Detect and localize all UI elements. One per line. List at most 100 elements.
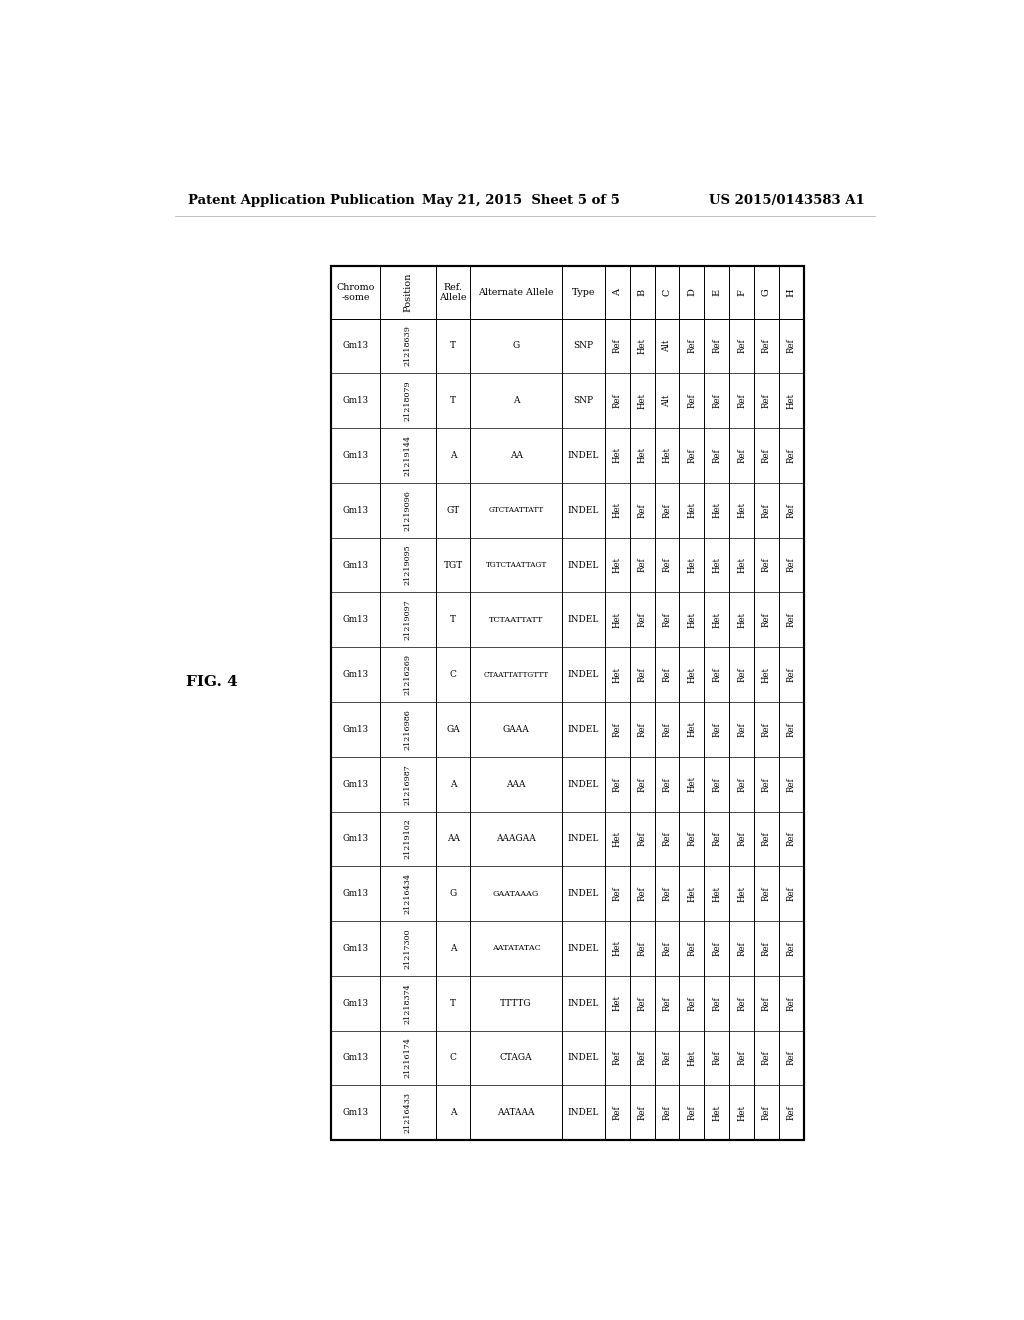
Text: INDEL: INDEL (567, 671, 599, 678)
Text: GTCTAATTATT: GTCTAATTATT (488, 507, 544, 515)
Text: Het: Het (737, 1105, 746, 1121)
Text: Ref: Ref (713, 776, 721, 792)
Text: Ref: Ref (713, 995, 721, 1011)
Text: Het: Het (612, 995, 622, 1011)
Text: C: C (450, 671, 457, 678)
Text: C: C (663, 289, 672, 296)
Text: Het: Het (663, 447, 672, 463)
Text: Ref: Ref (663, 832, 672, 846)
Text: Ref: Ref (786, 722, 796, 737)
Text: Ref: Ref (663, 941, 672, 956)
Text: INDEL: INDEL (567, 615, 599, 624)
Text: Gm13: Gm13 (342, 834, 369, 843)
Text: Gm13: Gm13 (342, 999, 369, 1007)
Text: Ref: Ref (713, 832, 721, 846)
Text: Ref: Ref (713, 447, 721, 463)
Text: Ref: Ref (762, 941, 771, 956)
Text: Ref: Ref (612, 722, 622, 737)
Text: 21216433: 21216433 (403, 1092, 412, 1134)
Text: Patent Application Publication: Patent Application Publication (188, 194, 415, 207)
Text: Ref: Ref (762, 995, 771, 1011)
Text: Ref: Ref (687, 832, 696, 846)
Text: Het: Het (687, 721, 696, 738)
Text: Het: Het (737, 886, 746, 902)
Text: Ref: Ref (737, 832, 746, 846)
Text: Ref: Ref (638, 832, 646, 846)
Text: Ref: Ref (663, 557, 672, 573)
Text: Ref: Ref (687, 995, 696, 1011)
Text: Gm13: Gm13 (342, 396, 369, 405)
Text: Ref: Ref (762, 1051, 771, 1065)
Text: Gm13: Gm13 (342, 671, 369, 678)
Text: Ref: Ref (638, 503, 646, 517)
Text: Ref: Ref (638, 612, 646, 627)
Text: Ref: Ref (663, 886, 672, 902)
Text: Het: Het (713, 886, 721, 902)
Text: Ref: Ref (687, 393, 696, 408)
Text: Ref: Ref (638, 1105, 646, 1121)
Text: CTAGA: CTAGA (500, 1053, 532, 1063)
Text: Ref: Ref (612, 776, 622, 792)
Text: Gm13: Gm13 (342, 451, 369, 459)
Text: Ref: Ref (713, 667, 721, 682)
Text: AATAAA: AATAAA (498, 1109, 535, 1117)
Text: CTAATTATTGTTT: CTAATTATTGTTT (483, 671, 549, 678)
Text: AA: AA (446, 834, 460, 843)
Text: G: G (450, 890, 457, 898)
Text: AAA: AAA (507, 780, 526, 788)
Text: Gm13: Gm13 (342, 890, 369, 898)
Text: Ref: Ref (687, 338, 696, 354)
Text: Ref: Ref (737, 995, 746, 1011)
Text: Gm13: Gm13 (342, 725, 369, 734)
Text: Ref: Ref (762, 612, 771, 627)
Text: Ref: Ref (762, 776, 771, 792)
Text: T: T (451, 615, 456, 624)
Text: Ref.
Allele: Ref. Allele (439, 282, 467, 302)
Text: Ref: Ref (786, 447, 796, 463)
Text: Het: Het (737, 503, 746, 519)
Text: C: C (450, 1053, 457, 1063)
Text: Type: Type (571, 288, 595, 297)
Text: Ref: Ref (663, 667, 672, 682)
Text: TCTAATTATT: TCTAATTATT (489, 616, 544, 624)
Bar (331, 267, 804, 1140)
Text: Het: Het (687, 503, 696, 519)
Text: Het: Het (687, 1049, 696, 1067)
Text: Ref: Ref (762, 722, 771, 737)
Text: 21219097: 21219097 (403, 599, 412, 640)
Text: Ref: Ref (786, 503, 796, 517)
Text: Ref: Ref (737, 1051, 746, 1065)
Text: INDEL: INDEL (567, 780, 599, 788)
Text: Het: Het (612, 503, 622, 519)
Text: Ref: Ref (786, 941, 796, 956)
Text: Ref: Ref (638, 667, 646, 682)
Text: FIG. 4: FIG. 4 (185, 675, 238, 689)
Text: Ref: Ref (638, 776, 646, 792)
Text: INDEL: INDEL (567, 834, 599, 843)
Text: 21219096: 21219096 (403, 490, 412, 531)
Text: Alt: Alt (663, 339, 672, 352)
Text: 21216434: 21216434 (403, 873, 412, 915)
Text: Het: Het (612, 611, 622, 628)
Text: Ref: Ref (663, 1105, 672, 1121)
Text: Ref: Ref (762, 1105, 771, 1121)
Text: Ref: Ref (786, 667, 796, 682)
Text: INDEL: INDEL (567, 1053, 599, 1063)
Text: B: B (638, 289, 646, 296)
Text: D: D (687, 289, 696, 296)
Text: INDEL: INDEL (567, 890, 599, 898)
Text: Ref: Ref (663, 776, 672, 792)
Text: GA: GA (446, 725, 460, 734)
Text: Ref: Ref (762, 338, 771, 354)
Text: Het: Het (713, 1105, 721, 1121)
Text: Ref: Ref (786, 1105, 796, 1121)
Text: Ref: Ref (638, 941, 646, 956)
Text: AAAGAA: AAAGAA (497, 834, 536, 843)
Text: Gm13: Gm13 (342, 561, 369, 569)
Text: Het: Het (612, 940, 622, 957)
Text: 21219095: 21219095 (403, 545, 412, 585)
Text: Gm13: Gm13 (342, 780, 369, 788)
Text: Ref: Ref (663, 722, 672, 737)
Text: Ref: Ref (713, 722, 721, 737)
Text: Het: Het (638, 393, 646, 409)
